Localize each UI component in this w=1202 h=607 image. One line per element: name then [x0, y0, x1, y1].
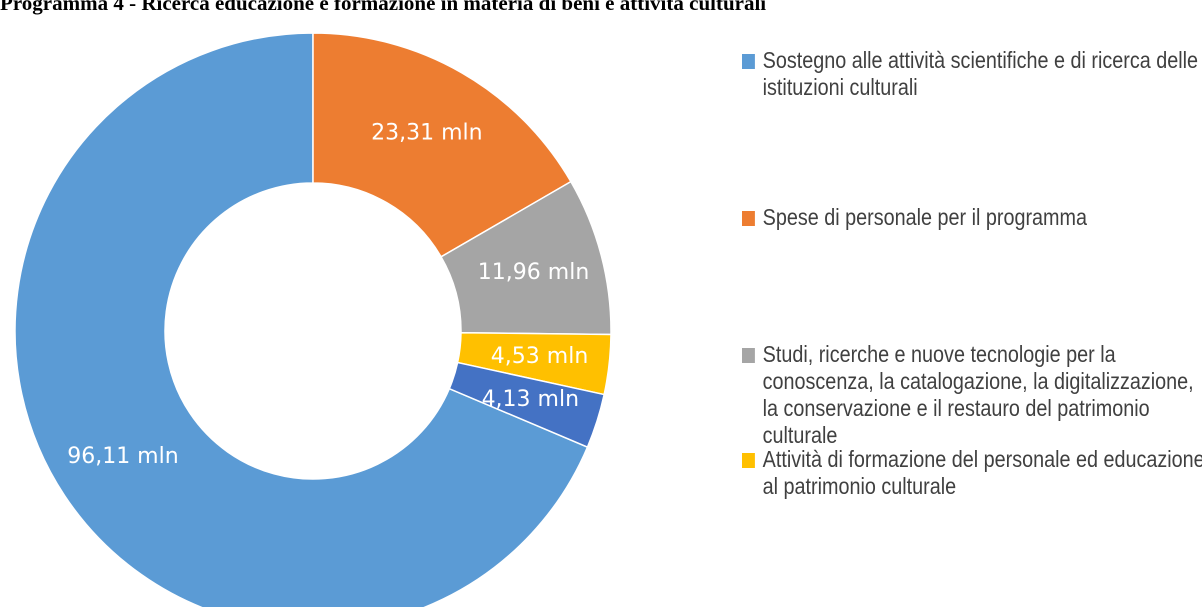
data-label: 96,11 mln	[67, 444, 178, 469]
legend-swatch	[742, 453, 755, 468]
donut-slice	[448, 361, 606, 449]
data-label: 23,31 mln	[371, 120, 482, 145]
data-label: 4,53 mln	[491, 344, 588, 369]
legend-item: Sostegno alle attività scientifiche e di…	[742, 47, 1202, 101]
legend-label: Sostegno alle attività scientifiche e di…	[762, 47, 1199, 100]
legend-item: Spese di personale per il programma	[742, 204, 1202, 231]
donut-slice	[14, 32, 589, 607]
legend-item: Studi, ricerche e nuove tecnologie per l…	[742, 341, 1202, 449]
legend-label: Studi, ricerche e nuove tecnologie per l…	[762, 341, 1194, 448]
legend-swatch	[742, 54, 755, 69]
legend-item: Attività di formazione del personale ed …	[742, 446, 1202, 500]
legend-swatch	[742, 348, 755, 363]
legend-label: Spese di personale per il programma	[762, 204, 1087, 230]
legend-swatch	[742, 211, 755, 226]
data-label: 11,96 mln	[478, 260, 589, 285]
chart-title: Programma 4 - Ricerca educazione e forma…	[0, 0, 766, 15]
donut-slice	[312, 32, 572, 258]
data-label: 4,13 mln	[482, 387, 579, 412]
legend-label: Attività di formazione del personale ed …	[762, 446, 1202, 499]
